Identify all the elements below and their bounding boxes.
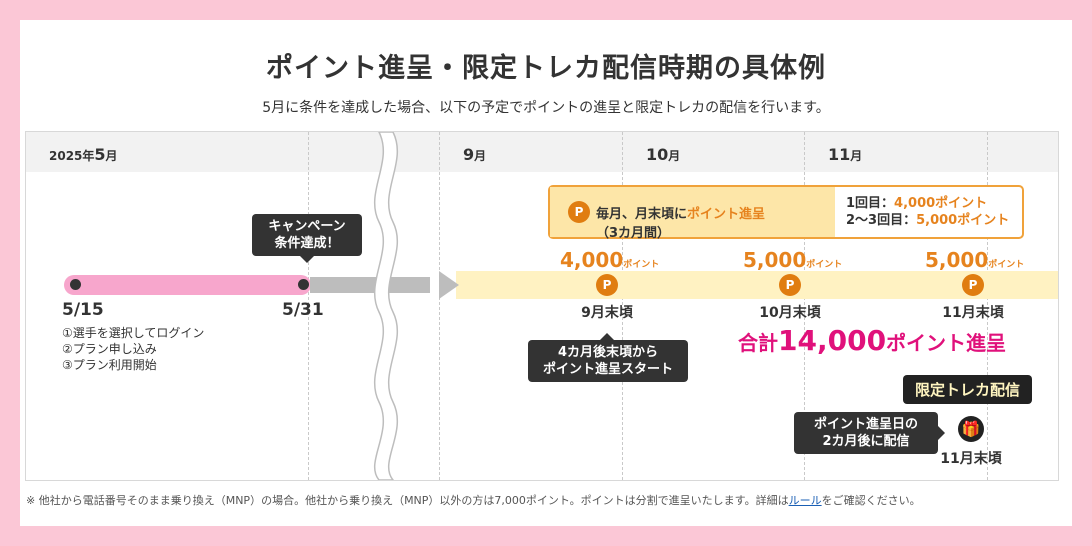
waiting-arrow <box>439 271 459 299</box>
achieve-line-2: 条件達成！ <box>274 236 340 251</box>
point-info-text: 毎月、月末頃にポイント進呈（3カ月間） <box>596 207 766 241</box>
step-2: ②プラン申し込み <box>62 342 157 356</box>
start-dot <box>70 279 81 290</box>
card-line-2: 2カ月後に配信 <box>822 434 910 449</box>
divider-oct <box>622 132 623 480</box>
point-date-1: 9月末頃 <box>581 305 633 321</box>
month-may: 2025年5月 <box>49 145 118 164</box>
achieve-line-1: キャンペーン <box>268 219 346 234</box>
footnote: ※ 他社から電話番号そのまま乗り換え（MNP）の場合。他社から乗り換え（MNP）… <box>26 492 921 508</box>
page-title: ポイント進呈・限定トレカ配信時期の具体例 <box>266 53 826 84</box>
achieve-bubble: キャンペーン 条件達成！ <box>252 214 362 263</box>
divider-5-31 <box>308 132 309 480</box>
rules-link[interactable]: ルール <box>788 494 822 507</box>
timeline-header <box>26 132 1058 172</box>
point-amount-3: 5,000ポイント <box>925 248 1025 272</box>
card-line-1: ポイント進呈日の <box>813 417 918 432</box>
timeline: 2025年5月 9月 10月 11月 5/15 5/31 ①選手を選択してログイ… <box>25 131 1059 481</box>
point-icon-1: P <box>596 274 618 296</box>
point-amount-2: 5,000ポイント <box>743 248 843 272</box>
page-subtitle: 5月に条件を達成した場合、以下の予定でポイントの進呈と限定トレカの配信を行います… <box>262 100 830 116</box>
end-dot <box>298 279 309 290</box>
point-info-right: 1回目：4,000ポイント 2〜3回目：5,000ポイント <box>846 196 1010 228</box>
point-info-left: P 毎月、月末頃にポイント進呈（3カ月間） <box>550 187 835 241</box>
campaign-period-bar <box>64 275 311 295</box>
month-nov: 11月 <box>828 145 863 164</box>
time-skip-wave <box>373 132 399 480</box>
card-date: 11月末頃 <box>940 451 1002 467</box>
start-line-1: 4カ月後末頃から <box>557 345 659 360</box>
footnote-text: ※ 他社から電話番号そのまま乗り換え（MNP）の場合。他社から乗り換え（MNP）… <box>26 494 789 507</box>
start-date: 5/15 <box>62 300 104 320</box>
point-icon-3: P <box>962 274 984 296</box>
card-bubble: ポイント進呈日の 2カ月後に配信 <box>794 412 945 454</box>
month-sep: 9月 <box>463 145 487 164</box>
point-amount-1: 4,000ポイント <box>560 248 660 272</box>
point-info-box: P 毎月、月末頃にポイント進呈（3カ月間） 1回目：4,000ポイント 2〜3回… <box>548 185 1024 241</box>
limited-card-tag: 限定トレカ配信 <box>903 375 1033 404</box>
footnote-tail: をご確認ください。 <box>821 494 921 507</box>
month-oct: 10月 <box>646 145 681 164</box>
divider-sep <box>439 132 440 480</box>
campaign-card: ポイント進呈・限定トレカ配信時期の具体例 5月に条件を達成した場合、以下の予定で… <box>20 20 1072 526</box>
point-p-icon: P <box>568 201 590 223</box>
step-3: ③プラン利用開始 <box>62 358 157 372</box>
end-date: 5/31 <box>282 300 324 320</box>
start-bubble: 4カ月後末頃から ポイント進呈スタート <box>528 333 688 382</box>
divider-nov <box>804 132 805 480</box>
point-icon-2: P <box>779 274 801 296</box>
gift-icon: 🎁 <box>958 416 984 442</box>
divider-dec <box>987 132 988 480</box>
waiting-bar <box>310 277 430 293</box>
point-period-bar <box>456 271 1058 299</box>
total-points: 合計14,000ポイント進呈 <box>738 324 1007 357</box>
point-date-2: 10月末頃 <box>759 305 821 321</box>
step-1: ①選手を選択してログイン <box>62 326 205 340</box>
condition-steps: ①選手を選択してログイン ②プラン申し込み ③プラン利用開始 <box>62 325 204 373</box>
point-date-3: 11月末頃 <box>942 305 1004 321</box>
start-line-2: ポイント進呈スタート <box>542 362 673 377</box>
